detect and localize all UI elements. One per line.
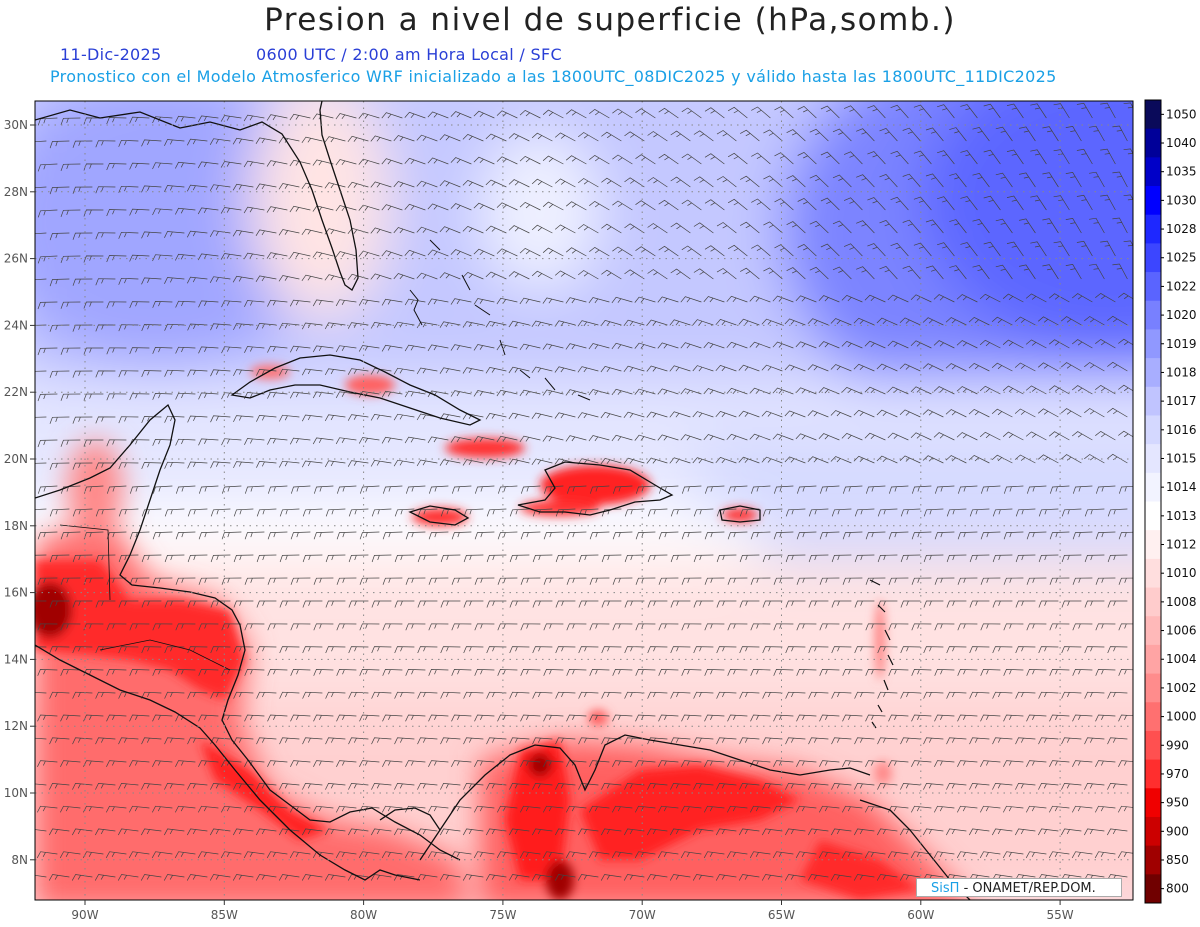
credit-org: - ONAMET/REP.DOM. [963, 881, 1096, 896]
coastlines [35, 101, 971, 900]
colorbar-swatch [1145, 874, 1161, 904]
colorbar-swatch [1145, 702, 1161, 732]
colorbar-label: 1035 [1166, 165, 1197, 179]
longitude-axis: 90W 85W 80W 75W 70W 65W 60W 55W [71, 900, 1074, 922]
colorbar-swatch [1145, 157, 1161, 187]
lat-tick-label: 26N [4, 252, 28, 266]
colorbar-label: 990 [1166, 738, 1189, 752]
lon-tick-label: 85W [211, 908, 238, 922]
colorbar-label: 1050 [1166, 107, 1197, 121]
colorbar-swatch [1145, 272, 1161, 302]
colorbar-label: 950 [1166, 796, 1189, 810]
colorbar-swatch [1145, 300, 1161, 330]
colorbar-swatch [1145, 644, 1161, 675]
colorbar-swatch [1145, 415, 1161, 445]
credit-badge: SisΠ - ONAMET/REP.DOM. [916, 878, 1122, 897]
colorbar-swatch [1145, 386, 1161, 416]
credit-brand: SisΠ [931, 881, 960, 896]
forecast-date: 11-Dic-2025 [60, 45, 162, 64]
colorbar-label: 1019 [1166, 337, 1197, 351]
lat-tick-label: 8N [11, 853, 28, 867]
colorbar-label: 1013 [1166, 509, 1197, 523]
colorbar-swatch [1145, 673, 1161, 703]
colorbar-swatch [1145, 587, 1161, 617]
colorbar-swatch [1145, 759, 1161, 789]
colorbar-label: 1020 [1166, 308, 1197, 322]
lat-tick-label: 16N [4, 586, 28, 600]
colorbar-label: 1002 [1166, 681, 1197, 695]
colorbar-swatch [1145, 243, 1161, 273]
map-title: Presion a nivel de superficie (hPa,somb.… [264, 2, 956, 38]
colorbar-swatch [1145, 100, 1161, 130]
lat-tick-label: 24N [4, 318, 28, 332]
colorbar-label: 1014 [1166, 480, 1197, 494]
colorbar-label: 1004 [1166, 652, 1197, 666]
map-frame [34, 100, 1134, 901]
latitude-axis: 30N 28N 26N 24N 22N 20N 18N 16N 14N 12N 10N 8N [4, 118, 35, 867]
lat-tick-label: 10N [4, 786, 28, 800]
pressure-colorbar: 1050 1040 1035 1030 1028 1025 1022 1020 1019 1018… [1144, 99, 1197, 904]
colorbar-label: 1012 [1166, 538, 1197, 552]
colorbar-label: 1017 [1166, 394, 1197, 408]
wind-barbs [35, 102, 1133, 881]
colorbar-swatch [1145, 214, 1161, 244]
colorbar-swatch [1145, 558, 1161, 589]
colorbar-swatch [1145, 444, 1161, 474]
colorbar-label: 1006 [1166, 624, 1197, 638]
colorbar-label: 1018 [1166, 365, 1197, 379]
colorbar-label: 850 [1166, 853, 1189, 867]
colorbar-swatch [1145, 501, 1161, 531]
lat-tick-label: 12N [4, 719, 28, 733]
lon-tick-label: 90W [71, 908, 98, 922]
lat-tick-label: 14N [4, 652, 28, 666]
colorbar-swatch [1145, 816, 1161, 847]
lon-tick-label: 60W [907, 908, 934, 922]
colorbar-swatch [1145, 329, 1161, 359]
colorbar-swatch [1145, 186, 1161, 216]
graticule [35, 101, 1133, 900]
colorbar-swatch [1145, 358, 1161, 388]
colorbar-label: 1000 [1166, 710, 1197, 724]
colorbar-swatch [1145, 128, 1161, 158]
lon-tick-label: 65W [768, 908, 795, 922]
colorbar-swatch [1145, 472, 1161, 502]
colorbar-swatch [1145, 845, 1161, 875]
lon-tick-label: 70W [629, 908, 656, 922]
colorbar-label: 1016 [1166, 423, 1197, 437]
lon-tick-label: 80W [350, 908, 377, 922]
lat-tick-label: 18N [4, 519, 28, 533]
colorbar-label: 1015 [1166, 451, 1197, 465]
colorbar-label: 1025 [1166, 251, 1197, 265]
lat-tick-label: 22N [4, 385, 28, 399]
colorbar-label: 800 [1166, 882, 1189, 896]
lon-tick-label: 75W [489, 908, 516, 922]
lon-tick-label: 55W [1047, 908, 1074, 922]
colorbar-label: 970 [1166, 767, 1189, 781]
colorbar-label: 900 [1166, 824, 1189, 838]
forecast-time: 0600 UTC / 2:00 am Hora Local / SFC [256, 45, 562, 64]
lat-tick-label: 30N [4, 118, 28, 132]
colorbar-label: 1010 [1166, 566, 1197, 580]
colorbar-label: 1030 [1166, 193, 1197, 207]
colorbar-label: 1028 [1166, 222, 1197, 236]
colorbar-label: 1008 [1166, 595, 1197, 609]
colorbar-swatch [1145, 616, 1161, 646]
lat-tick-label: 20N [4, 452, 28, 466]
colorbar-swatch [1145, 730, 1161, 761]
colorbar-label: 1022 [1166, 279, 1197, 293]
colorbar-swatch [1145, 530, 1161, 560]
colorbar-swatch [1145, 788, 1161, 818]
lat-tick-label: 28N [4, 185, 28, 199]
colorbar-label: 1040 [1166, 136, 1197, 150]
model-run-info: Pronostico con el Modelo Atmosferico WRF… [50, 67, 1057, 86]
